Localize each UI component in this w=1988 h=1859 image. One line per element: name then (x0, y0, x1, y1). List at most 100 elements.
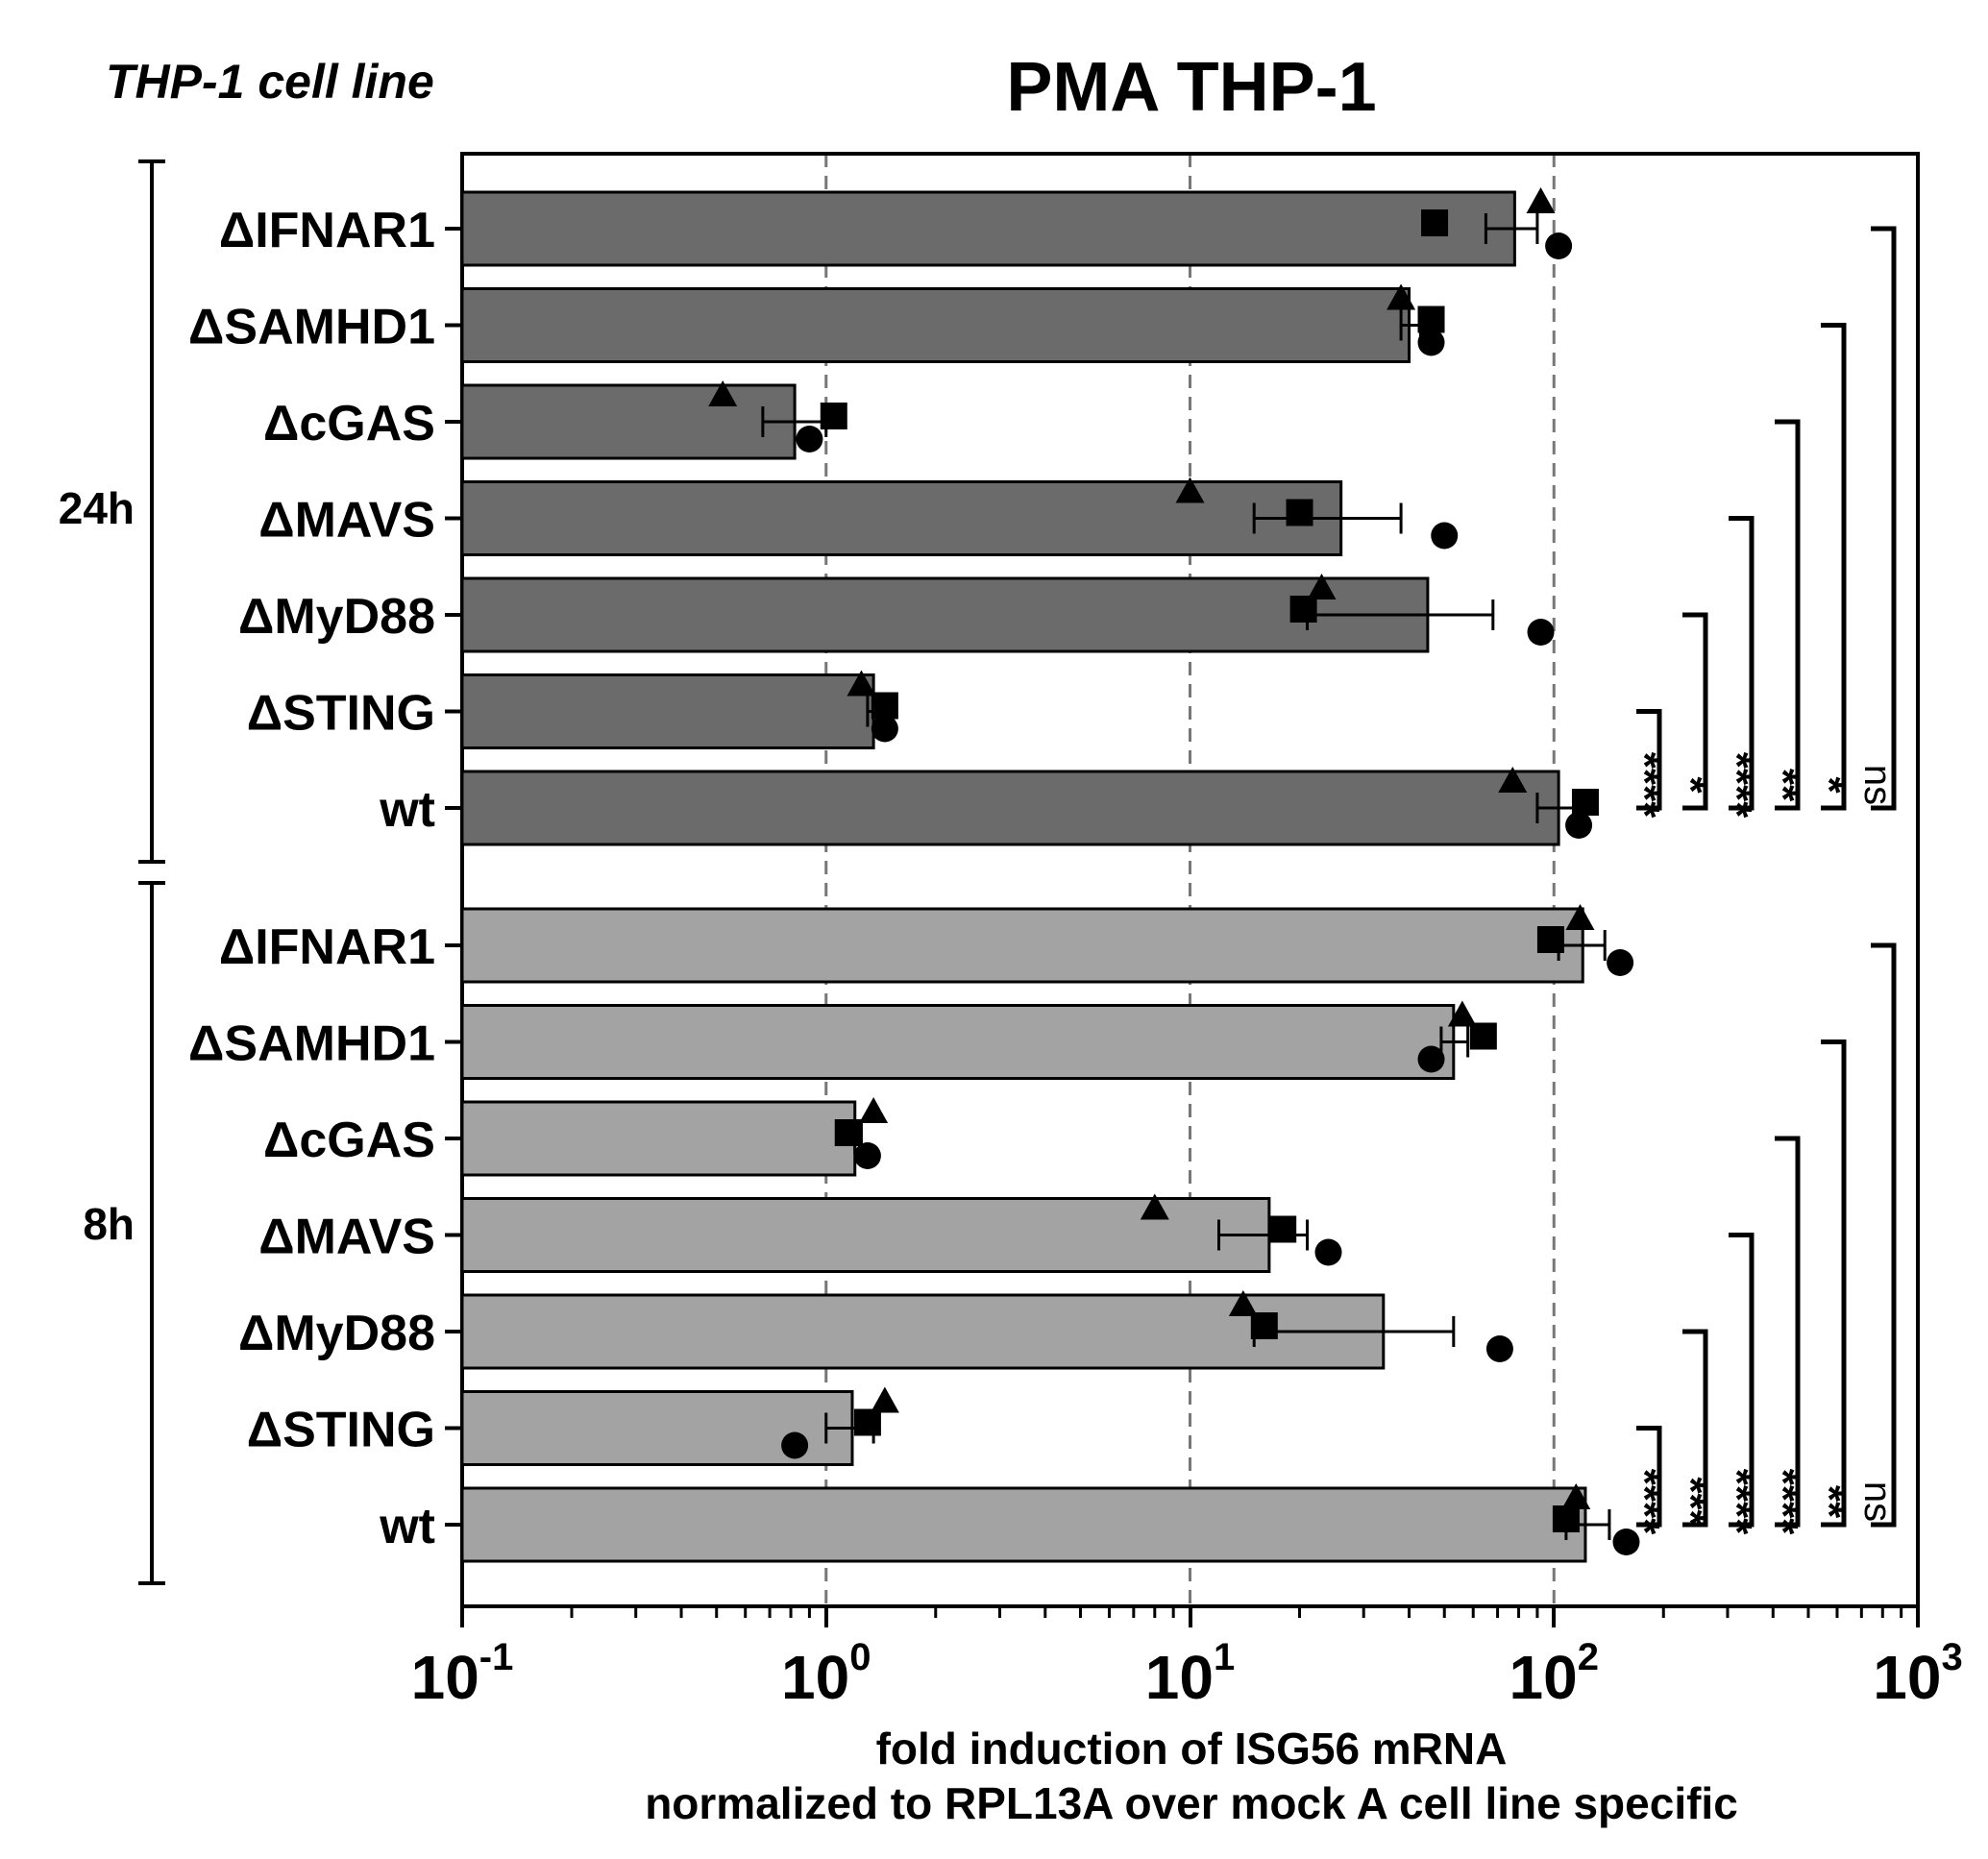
bar (460, 190, 1516, 267)
point-circle (1431, 522, 1459, 550)
significance-bracket (1821, 323, 1847, 811)
point-circle (1314, 1238, 1342, 1266)
x-tick-label-exponent: -1 (479, 1636, 514, 1678)
bar (460, 1486, 1587, 1563)
bar (460, 770, 1560, 846)
significance-label: ** (1759, 769, 1806, 802)
x-axis-label-line1: fold induction of ISG56 mRNA (876, 1724, 1508, 1773)
category-label: ΔMAVS (258, 1210, 435, 1265)
point-square (1286, 499, 1313, 526)
x-tick-label-exponent: 3 (1941, 1636, 1962, 1678)
significance-bracket (1775, 419, 1801, 811)
x-tick-label-exponent: 1 (1214, 1636, 1235, 1678)
point-square (834, 1119, 862, 1146)
bar (460, 576, 1430, 653)
point-square (871, 692, 898, 720)
significance-label: **** (1759, 1469, 1806, 1535)
point-square (853, 1408, 881, 1436)
point-square (820, 403, 847, 429)
category-label: ΔSTING (247, 686, 435, 742)
point-triangle (708, 380, 738, 406)
category-label: ΔMyD88 (238, 1306, 435, 1361)
point-triangle (1387, 283, 1416, 310)
point-square (1571, 789, 1599, 816)
point-circle (796, 426, 823, 453)
point-circle (1417, 329, 1445, 356)
point-triangle (1140, 1193, 1169, 1220)
significance-bracket (1729, 516, 1755, 811)
significance-label: **** (1713, 1469, 1760, 1535)
point-circle (853, 1142, 881, 1169)
x-tick-label: 102 (1509, 1636, 1599, 1712)
significance-label: * (1667, 776, 1714, 794)
category-label: ΔIFNAR1 (219, 919, 435, 975)
point-square (1289, 596, 1317, 623)
significance-bracket (1775, 1136, 1801, 1528)
bar (460, 383, 797, 460)
x-tick-label-base: 10 (1873, 1643, 1941, 1712)
x-tick-label: 10-1 (411, 1636, 514, 1712)
x-tick-label-base: 10 (781, 1643, 849, 1712)
significance-bracket (1636, 709, 1662, 811)
category-label: ΔIFNAR1 (219, 203, 435, 258)
point-triangle (847, 670, 876, 697)
point-circle (781, 1431, 809, 1459)
point-circle (871, 715, 898, 743)
x-tick-label-base: 10 (1145, 1643, 1214, 1712)
significance-label: ns (1856, 765, 1899, 805)
x-tick-label-base: 10 (1509, 1643, 1578, 1712)
group-label: 8h (83, 1199, 135, 1249)
corner-label: THP-1 cell line (106, 55, 434, 109)
significance-label: **** (1713, 752, 1760, 819)
bar (460, 287, 1411, 363)
x-tick-label: 100 (781, 1636, 871, 1712)
x-tick-label: 101 (1145, 1636, 1235, 1712)
point-triangle (1526, 187, 1556, 213)
point-square (1469, 1022, 1497, 1050)
point-square (1417, 306, 1445, 333)
point-triangle (1498, 767, 1528, 793)
bar (460, 1197, 1271, 1273)
point-circle (1612, 1529, 1640, 1555)
x-tick-label-base: 10 (411, 1643, 479, 1712)
bar (460, 907, 1584, 984)
category-label: ΔMAVS (258, 493, 435, 549)
point-circle (1485, 1335, 1513, 1362)
point-triangle (1175, 477, 1205, 503)
significance-bracket (1636, 1426, 1662, 1528)
category-label: ΔMyD88 (238, 589, 435, 645)
x-axis-label-line2: normalized to RPL13A over mock A cell li… (645, 1778, 1738, 1828)
bar (460, 1004, 1456, 1080)
point-square (1269, 1215, 1297, 1243)
point-circle (1527, 619, 1555, 646)
point-triangle (1565, 904, 1595, 930)
point-triangle (1307, 574, 1337, 599)
point-triangle (1228, 1290, 1258, 1316)
category-label: ΔSTING (247, 1403, 435, 1458)
category-label: wt (379, 1499, 435, 1554)
significance-label: ns (1856, 1481, 1899, 1522)
point-square (1536, 926, 1564, 953)
significance-bracket (1821, 1040, 1847, 1528)
x-tick-label-exponent: 0 (849, 1636, 871, 1678)
x-tick-label: 103 (1873, 1636, 1962, 1712)
category-label: ΔcGAS (263, 396, 435, 452)
significance-bracket (1682, 612, 1708, 811)
category-label: ΔSAMHD1 (188, 300, 435, 355)
significance-bracket (1871, 942, 1897, 1528)
point-triangle (870, 1386, 899, 1413)
chart-title: PMA THP-1 (1006, 49, 1376, 126)
significance-bracket (1682, 1329, 1708, 1528)
bar (460, 1293, 1386, 1370)
point-circle (1607, 949, 1634, 976)
category-label: wt (379, 782, 435, 838)
point-circle (1565, 812, 1593, 839)
bar (460, 480, 1343, 556)
bar (460, 1100, 857, 1177)
point-triangle (1561, 1483, 1591, 1509)
group-label: 24h (59, 483, 135, 533)
point-square (1421, 209, 1449, 236)
point-triangle (1447, 1000, 1477, 1027)
category-label: ΔcGAS (263, 1113, 435, 1168)
